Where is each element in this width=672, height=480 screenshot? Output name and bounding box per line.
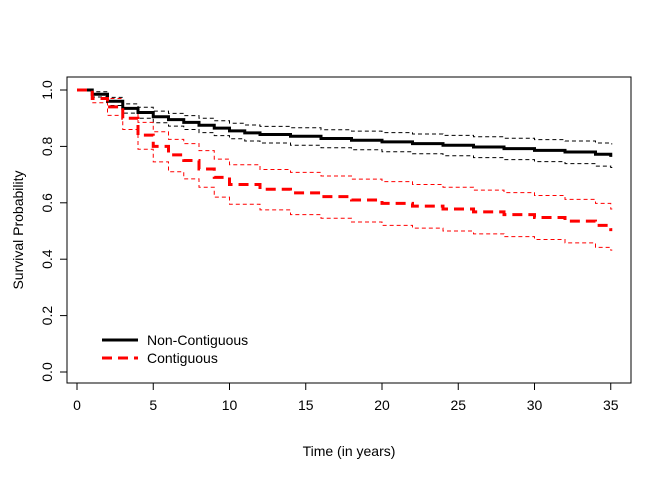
y-tick-label: 1.0 <box>39 80 55 100</box>
x-tick-label: 5 <box>149 397 157 413</box>
plot-frame <box>66 76 632 384</box>
x-tick-label: 15 <box>298 397 314 413</box>
y-axis: 0.0 0.2 0.4 0.6 0.8 1.0 <box>39 80 67 382</box>
contiguous-ci-upper <box>77 89 613 210</box>
x-tick-label: 25 <box>450 397 466 413</box>
y-tick-label: 0.6 <box>39 193 55 213</box>
x-axis-title: Time (in years) <box>303 443 396 459</box>
contiguous-ci-lower <box>77 89 613 251</box>
legend: Non-Contiguous Contiguous <box>102 332 248 366</box>
x-tick-label: 30 <box>527 397 543 413</box>
x-tick-label: 10 <box>222 397 238 413</box>
legend-label-non-contiguous: Non-Contiguous <box>147 332 248 348</box>
contiguous-survival-line <box>77 88 613 232</box>
non-contiguous-ci-upper <box>77 89 613 145</box>
y-tick-label: 0.8 <box>39 136 55 156</box>
y-tick-label: 0.2 <box>39 306 55 326</box>
x-axis: 0 5 10 15 20 25 30 35 <box>73 383 619 413</box>
confidence-bands <box>77 89 613 251</box>
legend-label-contiguous: Contiguous <box>147 350 218 366</box>
y-tick-label: 0.0 <box>39 362 55 382</box>
y-tick-label: 0.4 <box>39 249 55 269</box>
y-axis-title: Survival Probability <box>10 170 26 289</box>
non-contiguous-ci-lower <box>77 89 613 169</box>
x-tick-label: 0 <box>73 397 81 413</box>
survival-curves <box>77 88 613 232</box>
x-tick-label: 35 <box>603 397 619 413</box>
x-tick-label: 20 <box>374 397 390 413</box>
non-contiguous-survival-line <box>77 88 613 157</box>
